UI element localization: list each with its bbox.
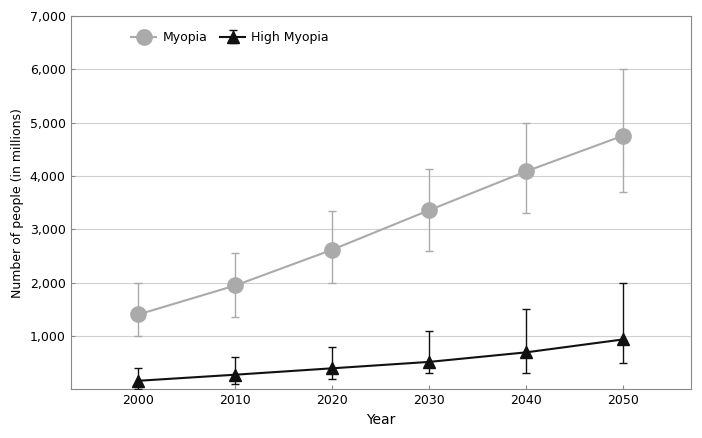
Legend: Myopia, High Myopia: Myopia, High Myopia: [126, 26, 334, 49]
X-axis label: Year: Year: [366, 413, 395, 427]
Y-axis label: Number of people (in millions): Number of people (in millions): [11, 108, 24, 298]
